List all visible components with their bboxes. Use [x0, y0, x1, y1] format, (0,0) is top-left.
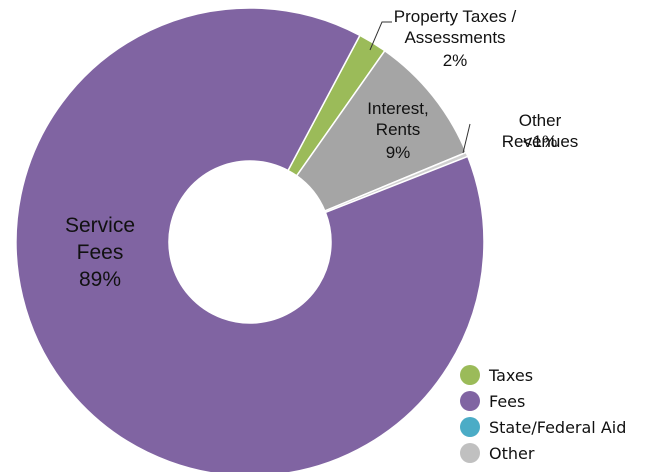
legend-marker — [460, 417, 480, 437]
legend-marker — [460, 365, 480, 385]
donut-slice — [15, 7, 485, 472]
leader-line — [369, 21, 392, 51]
legend-label: Other — [489, 444, 535, 463]
legend-label: State/Federal Aid — [489, 418, 626, 437]
legend-label: Fees — [489, 392, 525, 411]
legend-marker — [460, 391, 480, 411]
legend-label: Taxes — [488, 366, 533, 385]
slice-label: Property Taxes / Assessments — [393, 7, 517, 47]
slice-value-label: <1% — [522, 132, 558, 151]
slice-label: Service Fees — [64, 214, 136, 264]
legend-marker — [460, 443, 480, 463]
slice-value-label: 9% — [385, 143, 411, 162]
slice-value-label: 2% — [442, 51, 468, 70]
slice-label: Interest, Rents — [367, 99, 429, 139]
slice-value-label: 89% — [78, 268, 122, 291]
slice-label: Other Revenues — [501, 111, 579, 151]
leader-line — [462, 123, 471, 154]
